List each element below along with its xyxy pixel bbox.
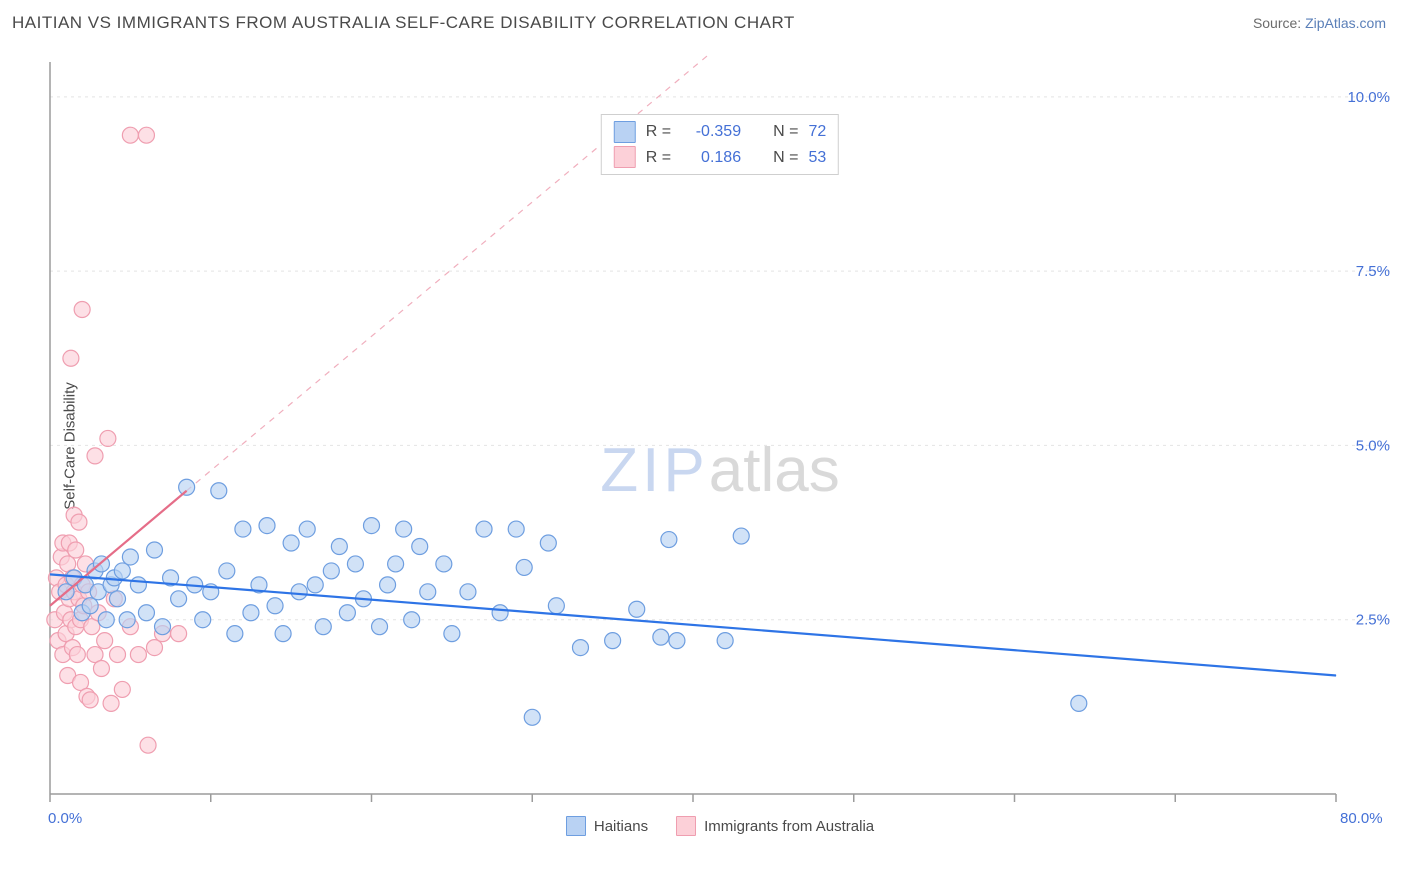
legend-item: Immigrants from Australia xyxy=(676,816,874,836)
r-value: 0.186 xyxy=(681,145,741,171)
chart-area: 2.5%5.0%7.5%10.0% ZIPatlas R = -0.359N =… xyxy=(46,54,1394,844)
legend-row: R = 0.186 N = 53 xyxy=(614,145,826,171)
svg-text:10.0%: 10.0% xyxy=(1347,89,1390,106)
r-label: R = xyxy=(646,119,671,145)
n-value: 53 xyxy=(808,145,826,171)
svg-text:7.5%: 7.5% xyxy=(1356,263,1390,280)
source-link[interactable]: ZipAtlas.com xyxy=(1305,15,1386,31)
r-value: -0.359 xyxy=(681,119,741,145)
chart-title: HAITIAN VS IMMIGRANTS FROM AUSTRALIA SEL… xyxy=(12,13,795,33)
legend-label: Haitians xyxy=(594,818,648,835)
legend-item: Haitians xyxy=(566,816,648,836)
n-label: N = xyxy=(773,145,798,171)
svg-text:2.5%: 2.5% xyxy=(1356,612,1390,629)
x-max-label: 80.0% xyxy=(1340,810,1383,827)
svg-text:5.0%: 5.0% xyxy=(1356,437,1390,454)
r-label: R = xyxy=(646,145,671,171)
n-value: 72 xyxy=(808,119,826,145)
correlation-legend: R = -0.359 N = 72 R = 0.186 N = 53 xyxy=(601,114,839,175)
legend-swatch xyxy=(566,816,586,836)
legend-swatch xyxy=(614,121,636,143)
n-label: N = xyxy=(773,119,798,145)
legend-swatch xyxy=(614,146,636,168)
series-legend: Haitians Immigrants from Australia xyxy=(46,816,1394,836)
x-min-label: 0.0% xyxy=(48,810,82,827)
legend-label: Immigrants from Australia xyxy=(704,818,874,835)
source-attr: Source: ZipAtlas.com xyxy=(1253,15,1386,31)
legend-swatch xyxy=(676,816,696,836)
legend-row: R = -0.359 N = 72 xyxy=(614,119,826,145)
